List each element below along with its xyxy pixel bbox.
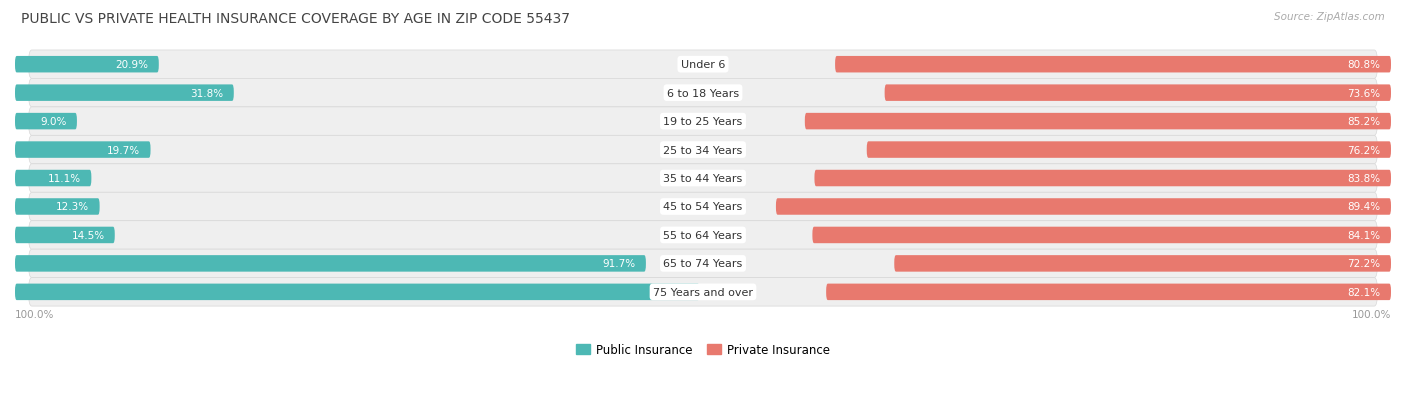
Text: 72.2%: 72.2%	[1347, 259, 1381, 269]
Text: 45 to 54 Years: 45 to 54 Years	[664, 202, 742, 212]
Text: 12.3%: 12.3%	[56, 202, 90, 212]
FancyBboxPatch shape	[827, 284, 1391, 300]
Text: 6 to 18 Years: 6 to 18 Years	[666, 88, 740, 98]
Text: 19 to 25 Years: 19 to 25 Years	[664, 117, 742, 127]
Text: 75 Years and over: 75 Years and over	[652, 287, 754, 297]
Text: 99.5%: 99.5%	[657, 287, 689, 297]
Text: 84.1%: 84.1%	[1347, 230, 1381, 240]
Text: 25 to 34 Years: 25 to 34 Years	[664, 145, 742, 155]
FancyBboxPatch shape	[15, 284, 700, 300]
FancyBboxPatch shape	[28, 278, 1378, 306]
FancyBboxPatch shape	[814, 170, 1391, 187]
Text: 14.5%: 14.5%	[72, 230, 104, 240]
FancyBboxPatch shape	[813, 227, 1391, 244]
FancyBboxPatch shape	[15, 114, 77, 130]
FancyBboxPatch shape	[884, 85, 1391, 102]
Legend: Public Insurance, Private Insurance: Public Insurance, Private Insurance	[571, 338, 835, 361]
FancyBboxPatch shape	[835, 57, 1391, 73]
FancyBboxPatch shape	[28, 51, 1378, 79]
FancyBboxPatch shape	[15, 227, 115, 244]
Text: 82.1%: 82.1%	[1347, 287, 1381, 297]
FancyBboxPatch shape	[15, 199, 100, 215]
FancyBboxPatch shape	[28, 249, 1378, 278]
Text: 11.1%: 11.1%	[48, 173, 82, 184]
Text: 73.6%: 73.6%	[1347, 88, 1381, 98]
Text: 85.2%: 85.2%	[1347, 117, 1381, 127]
Text: 65 to 74 Years: 65 to 74 Years	[664, 259, 742, 269]
Text: 100.0%: 100.0%	[15, 309, 55, 319]
FancyBboxPatch shape	[866, 142, 1391, 159]
FancyBboxPatch shape	[15, 170, 91, 187]
Text: 100.0%: 100.0%	[1351, 309, 1391, 319]
Text: 89.4%: 89.4%	[1347, 202, 1381, 212]
FancyBboxPatch shape	[28, 221, 1378, 249]
Text: 76.2%: 76.2%	[1347, 145, 1381, 155]
Text: 91.7%: 91.7%	[602, 259, 636, 269]
Text: Under 6: Under 6	[681, 60, 725, 70]
FancyBboxPatch shape	[15, 85, 233, 102]
Text: 80.8%: 80.8%	[1348, 60, 1381, 70]
Text: 55 to 64 Years: 55 to 64 Years	[664, 230, 742, 240]
FancyBboxPatch shape	[28, 79, 1378, 108]
Text: 31.8%: 31.8%	[190, 88, 224, 98]
Text: 83.8%: 83.8%	[1347, 173, 1381, 184]
FancyBboxPatch shape	[15, 142, 150, 159]
Text: 35 to 44 Years: 35 to 44 Years	[664, 173, 742, 184]
FancyBboxPatch shape	[776, 199, 1391, 215]
Text: Source: ZipAtlas.com: Source: ZipAtlas.com	[1274, 12, 1385, 22]
FancyBboxPatch shape	[804, 114, 1391, 130]
FancyBboxPatch shape	[28, 193, 1378, 221]
FancyBboxPatch shape	[28, 108, 1378, 136]
FancyBboxPatch shape	[28, 164, 1378, 193]
Text: 9.0%: 9.0%	[41, 117, 66, 127]
FancyBboxPatch shape	[894, 256, 1391, 272]
FancyBboxPatch shape	[15, 256, 645, 272]
Text: PUBLIC VS PRIVATE HEALTH INSURANCE COVERAGE BY AGE IN ZIP CODE 55437: PUBLIC VS PRIVATE HEALTH INSURANCE COVER…	[21, 12, 569, 26]
FancyBboxPatch shape	[28, 136, 1378, 164]
FancyBboxPatch shape	[15, 57, 159, 73]
Text: 20.9%: 20.9%	[115, 60, 149, 70]
Text: 19.7%: 19.7%	[107, 145, 141, 155]
